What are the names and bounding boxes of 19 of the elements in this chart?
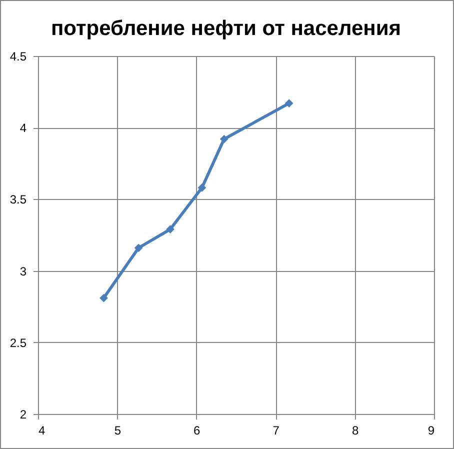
point	[284, 99, 294, 108]
point	[198, 184, 206, 192]
chart-title: потребление нефти от населения	[50, 17, 402, 40]
x-tick-label: 8	[352, 424, 359, 438]
x-tick-label: 6	[194, 424, 201, 438]
y-tick-label: 2.5	[10, 336, 27, 350]
x-tick-label: 4	[38, 424, 46, 438]
x-tick-label: 7	[272, 424, 280, 438]
point	[134, 244, 143, 252]
point	[220, 134, 228, 144]
x-tick-label: 9	[428, 424, 435, 438]
y-tick-label: 4	[20, 121, 27, 136]
x-tick-label: 5	[114, 424, 122, 438]
y-tick-label: 3.5	[10, 192, 27, 207]
y-tick-label: 4.5	[10, 50, 27, 64]
y-tick-label: 3	[20, 264, 27, 278]
point	[166, 225, 174, 234]
y-tick-label: 2	[20, 408, 27, 422]
point	[100, 294, 108, 302]
